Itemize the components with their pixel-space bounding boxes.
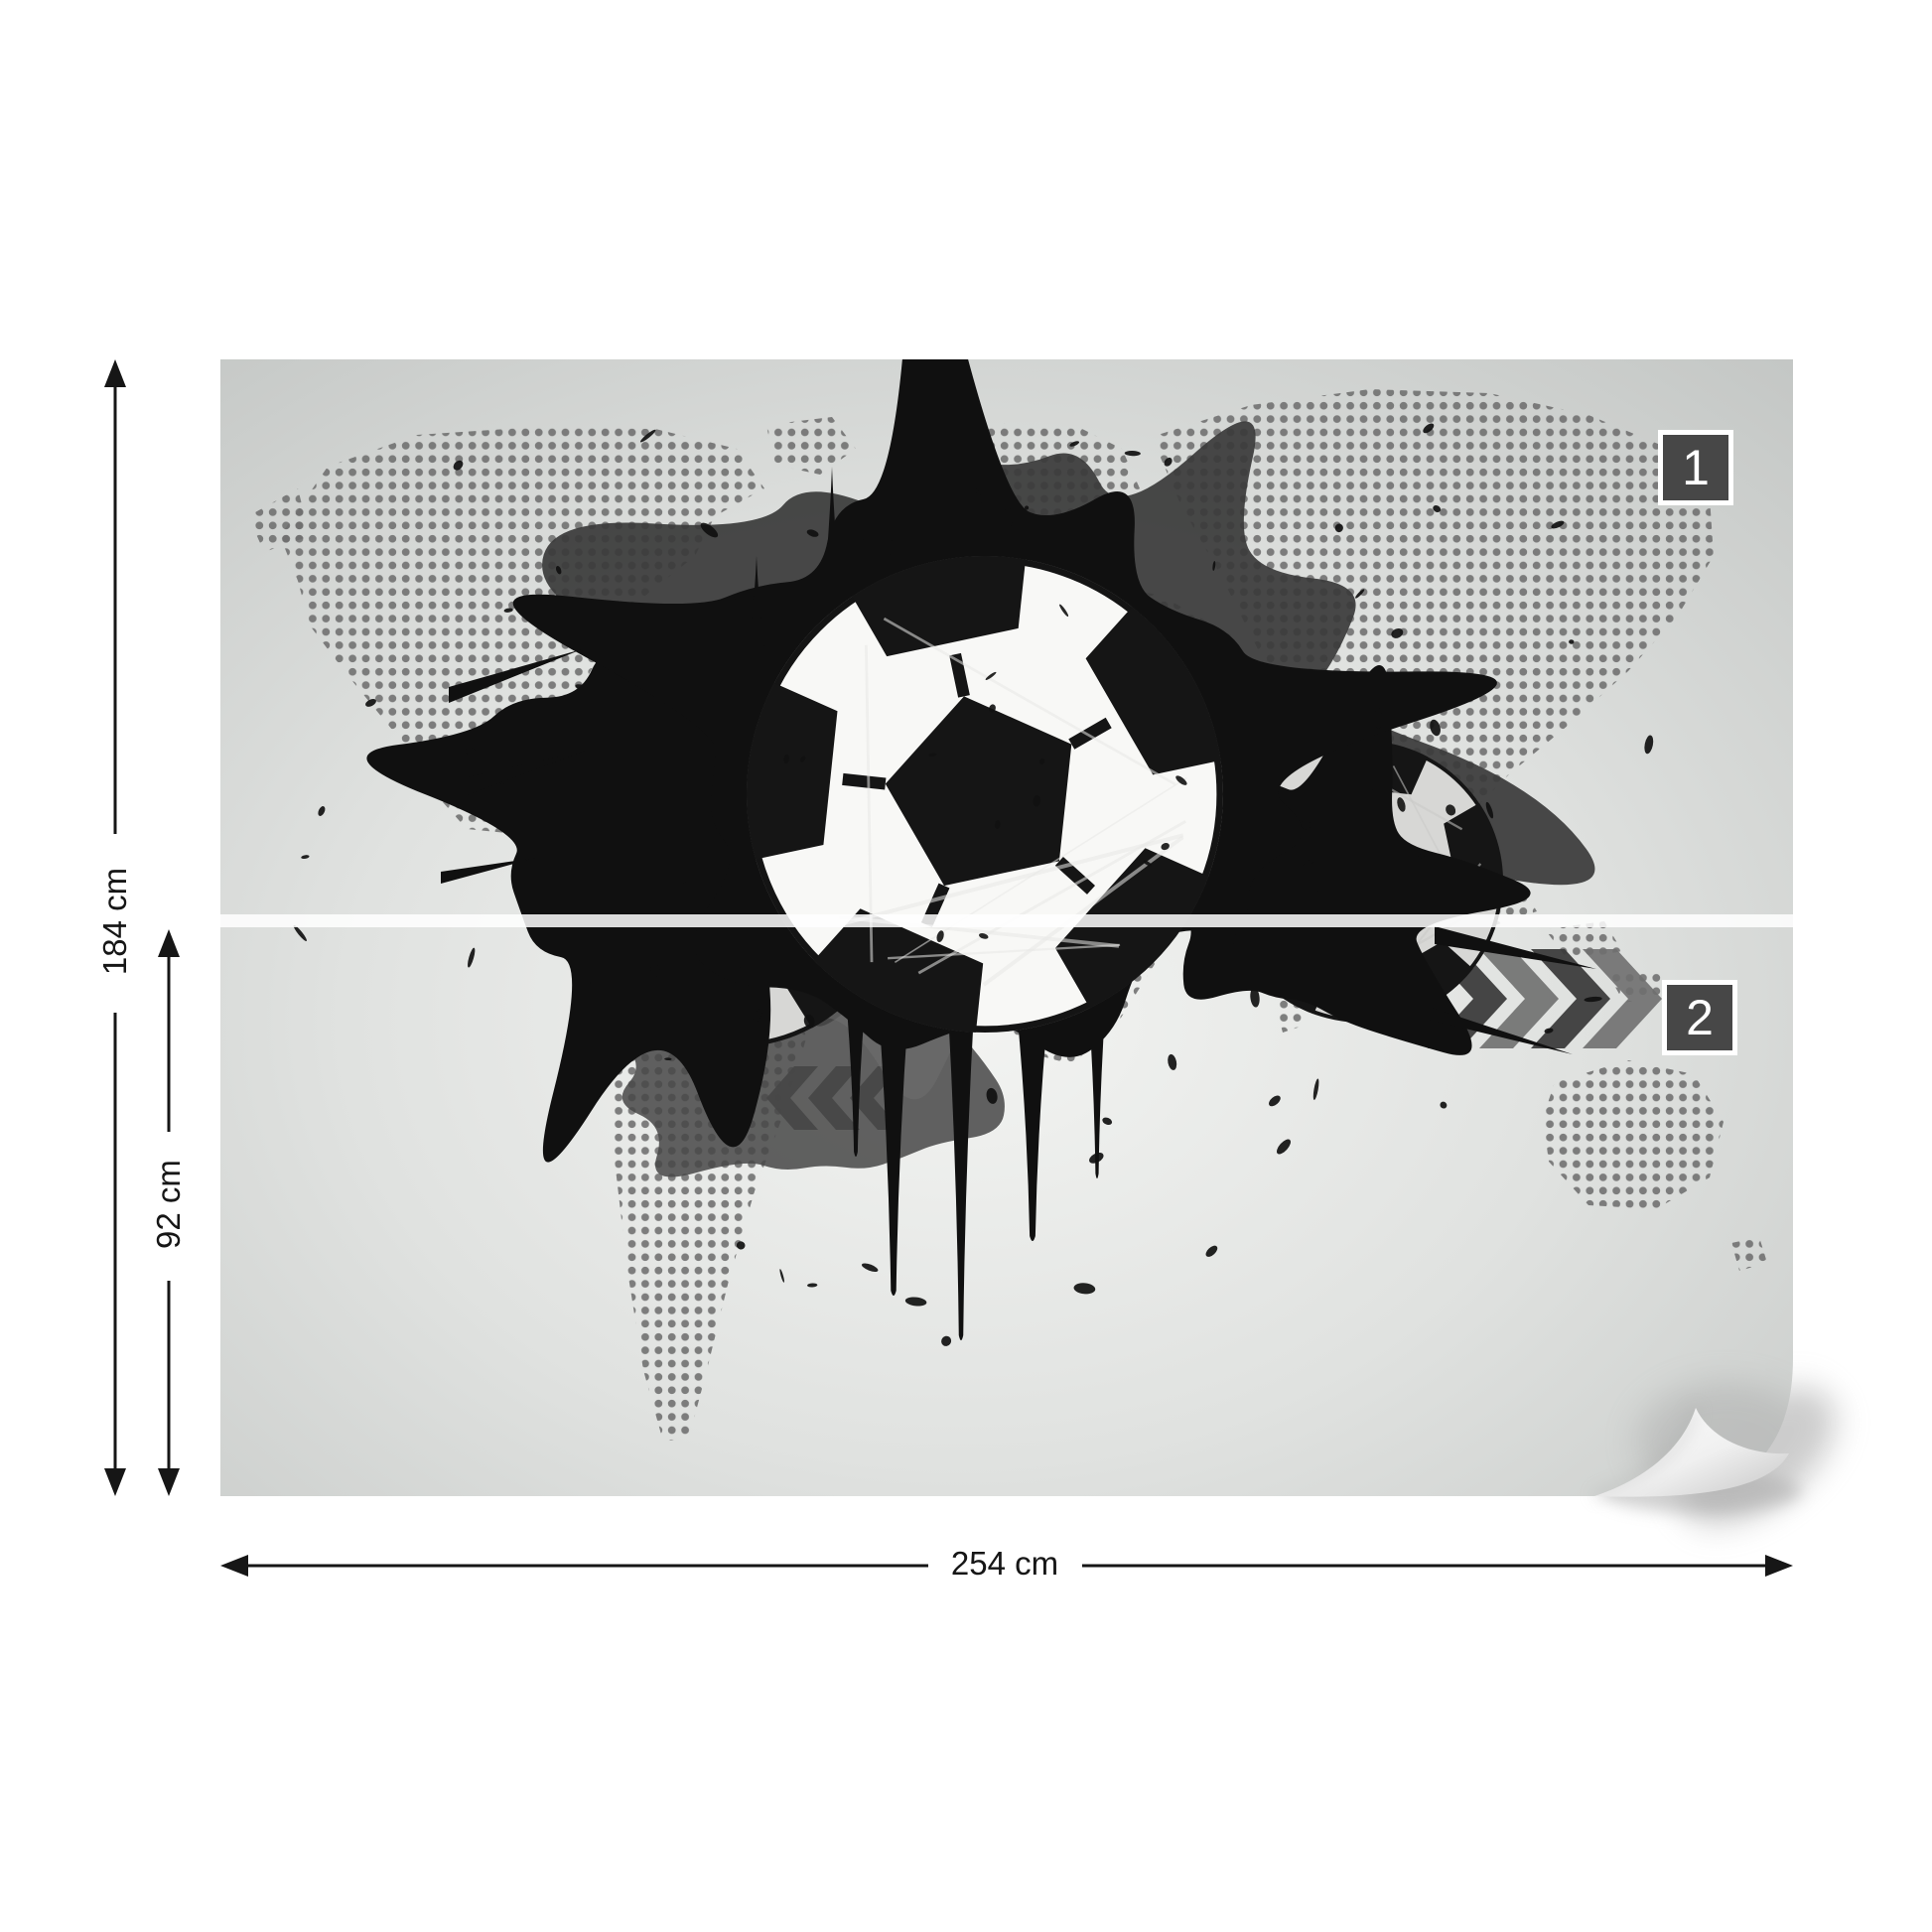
dimension-arrowheads — [104, 359, 1793, 1577]
total-height-label: 184 cm — [96, 867, 133, 976]
total-width-label: 254 cm — [950, 1545, 1059, 1582]
splatter-droplets-icon — [293, 423, 1654, 1346]
mural-print — [220, 359, 1793, 1498]
panel-divider-line — [220, 914, 1793, 927]
panel-1-badge: 1 — [1658, 430, 1733, 505]
page-curl-icon — [1593, 1407, 1789, 1499]
dimension-lines — [113, 381, 1769, 1568]
panel-height-label: 92 cm — [150, 1160, 187, 1249]
panel-2-badge: 2 — [1662, 980, 1737, 1055]
